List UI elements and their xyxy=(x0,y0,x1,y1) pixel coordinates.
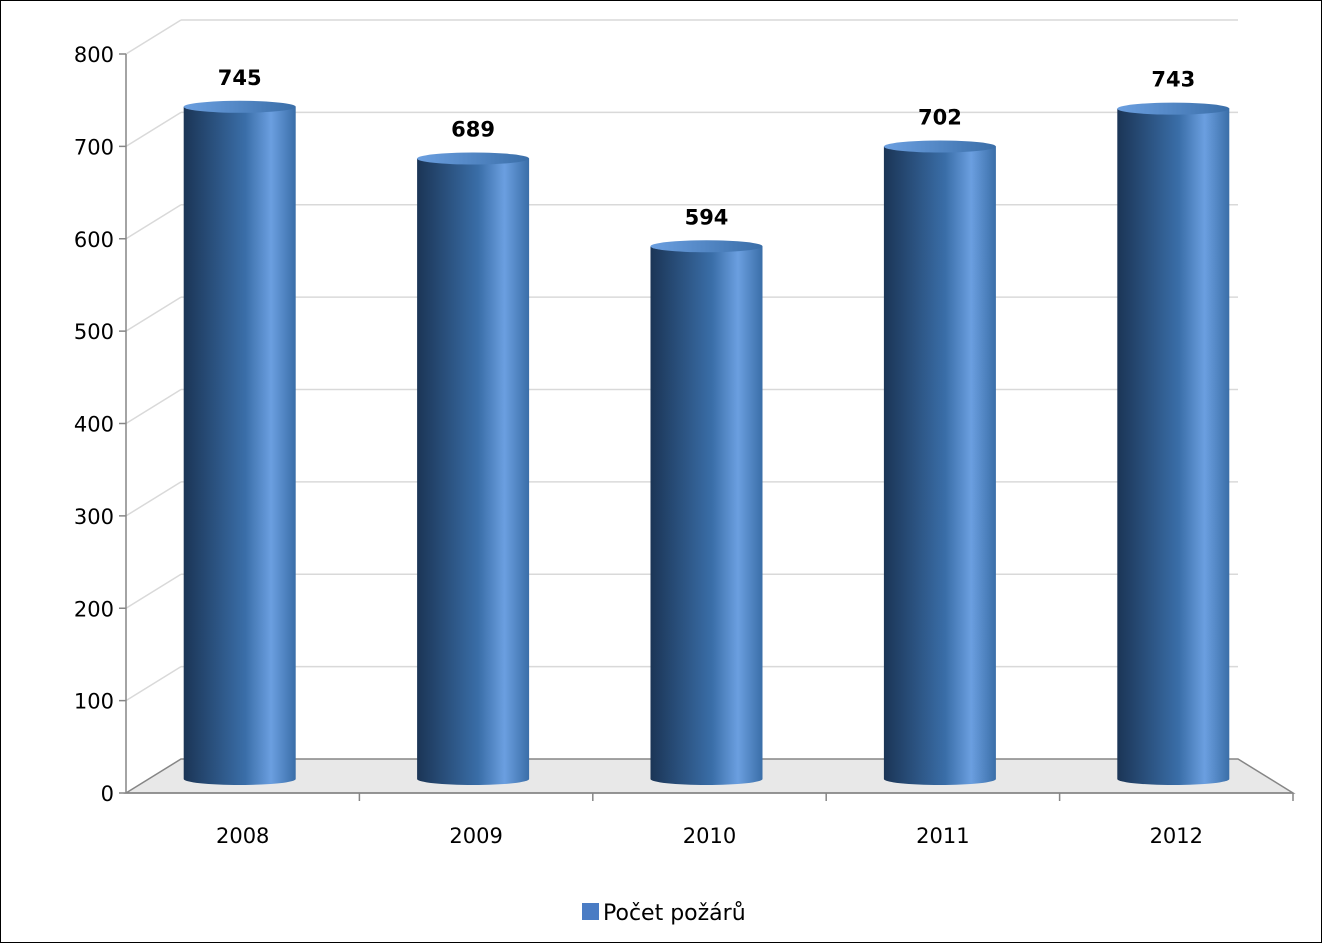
bars xyxy=(183,100,1230,786)
y-tick-label: 300 xyxy=(74,505,114,529)
gridline-diagonal xyxy=(125,665,182,702)
y-tick-label: 200 xyxy=(74,597,114,621)
legend-label: Počet požárů xyxy=(603,901,746,926)
bar-2012 xyxy=(1117,108,1230,785)
bar-cap-2010 xyxy=(650,240,763,253)
gridline-diagonal xyxy=(125,481,182,517)
bar-cap-2012 xyxy=(1117,102,1230,115)
x-tick-label: 2008 xyxy=(216,824,269,848)
data-label-2009: 689 xyxy=(451,118,495,142)
gridline-diagonal xyxy=(125,19,182,55)
y-tick-label: 400 xyxy=(74,413,114,437)
x-tick-label: 2011 xyxy=(916,824,969,848)
bar-2011 xyxy=(883,146,996,786)
bar-cap-2009 xyxy=(417,152,530,165)
y-tick-label: 500 xyxy=(74,320,114,344)
legend-swatch xyxy=(582,903,599,920)
data-label-2011: 702 xyxy=(918,106,962,130)
legend: Počet požárů xyxy=(582,901,746,926)
bar-2010 xyxy=(650,246,763,786)
x-tick-label: 2012 xyxy=(1150,824,1203,848)
bar-2008 xyxy=(183,106,296,785)
data-label-2012: 743 xyxy=(1151,68,1195,92)
y-tick-label: 600 xyxy=(74,228,114,252)
y-tick-label: 800 xyxy=(74,43,114,67)
bar-2009 xyxy=(417,158,530,785)
x-tick-label: 2010 xyxy=(683,824,736,848)
bar-cap-2008 xyxy=(183,100,296,113)
gridline-diagonal xyxy=(125,111,182,148)
gridline-diagonal xyxy=(125,388,182,425)
axes: 0 100 200 300 400 500 600 700 800 xyxy=(74,43,1294,806)
y-tick-label: 100 xyxy=(74,690,114,714)
x-tick-label: 2009 xyxy=(449,824,502,848)
labels: 745 2008 689 2009 594 2010 702 2011 743 2012 xyxy=(216,66,1203,848)
y-tick-label: 700 xyxy=(74,135,114,159)
gridline-diagonal xyxy=(125,296,182,332)
data-label-2010: 594 xyxy=(685,205,729,229)
y-tick-label: 0 xyxy=(101,782,114,806)
data-label-2008: 745 xyxy=(218,66,262,90)
bar-cap-2011 xyxy=(883,140,996,153)
gridline-diagonal xyxy=(125,573,182,609)
gridline-diagonal xyxy=(125,204,182,240)
